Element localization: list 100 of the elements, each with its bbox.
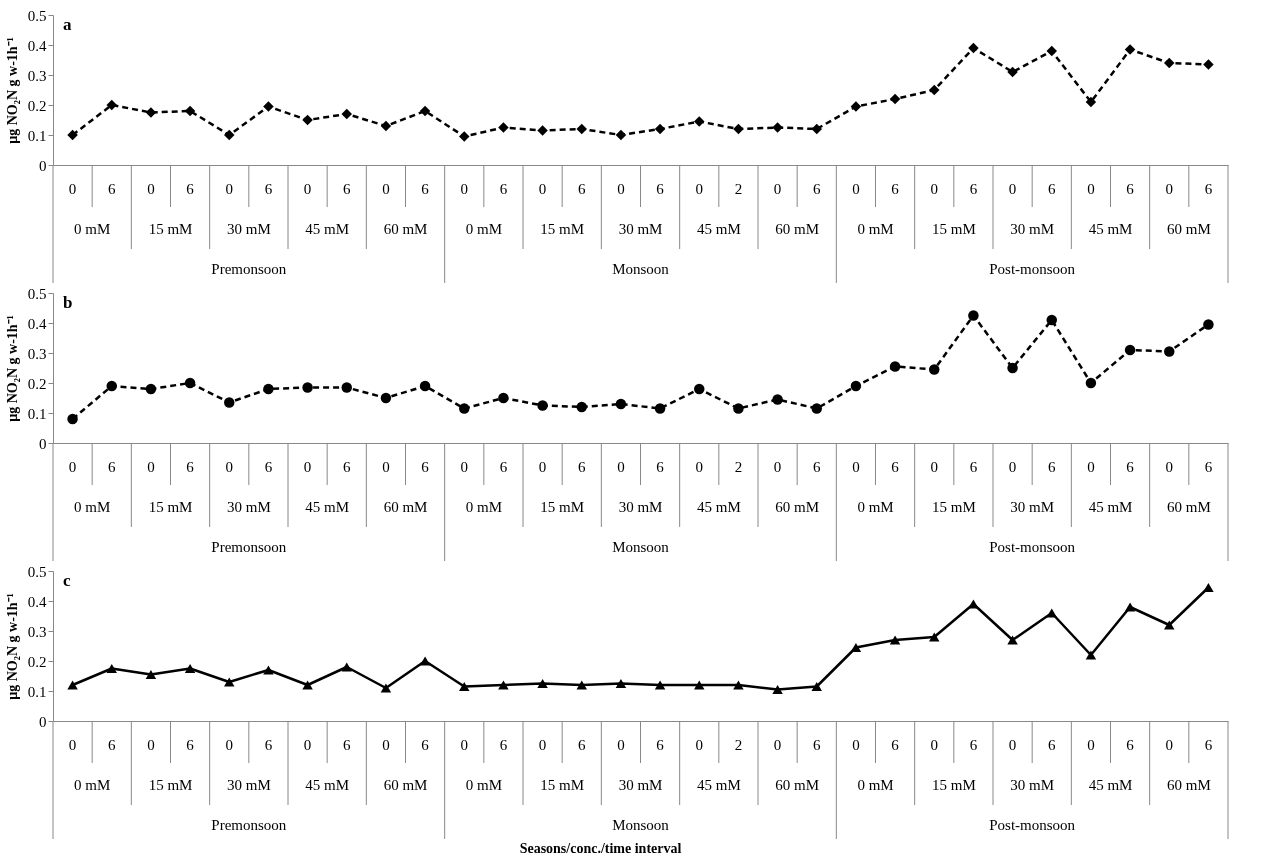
text: 30 mM (618, 221, 663, 237)
point (694, 680, 705, 690)
point (1164, 57, 1175, 69)
x-tick-label: 0 (695, 737, 703, 753)
x-tick-label: 0 (852, 181, 860, 197)
x-tick-label: 6 (813, 181, 821, 197)
point (184, 377, 196, 389)
text: 45 mM (1088, 221, 1133, 237)
text: Post-monsoon (989, 539, 1076, 555)
x-tick-label: 0 (68, 181, 77, 197)
chart-title: c (63, 571, 71, 590)
y-tick-label: 0.2 (27, 97, 47, 114)
x-tick-label: 0 (773, 737, 782, 753)
text: 15 mM (540, 777, 585, 793)
point (929, 84, 940, 96)
text: 0 mM (465, 499, 502, 515)
point (1124, 44, 1136, 55)
point (1085, 377, 1097, 389)
x-tick-label: 0 (930, 737, 938, 753)
text: 60 mM (1166, 221, 1211, 237)
x-tick-label: 0 (1165, 181, 1173, 197)
text: 60 mM (1166, 777, 1211, 793)
y-axis-title: µg NO₂N g w-1h⁻¹ (4, 593, 20, 700)
text: 30 mM (226, 499, 271, 515)
text: 15 mM (148, 499, 193, 515)
text: 0 mM (465, 221, 502, 237)
text: 60 mM (775, 221, 820, 237)
point (1124, 344, 1136, 356)
x-tick-label: 0 (303, 737, 312, 753)
x-tick-label: 0 (617, 181, 625, 197)
point (968, 599, 979, 609)
point (811, 403, 822, 414)
point (380, 392, 392, 404)
text: Post-monsoon (989, 817, 1076, 833)
point (889, 635, 901, 645)
text: 0 mM (465, 777, 502, 793)
x-axis-title: Seasons/conc./time interval (519, 841, 682, 856)
text: Post-monsoon (989, 261, 1076, 277)
point (498, 122, 509, 133)
x-tick-label: 6 (264, 737, 273, 753)
point (145, 669, 157, 680)
point (1085, 650, 1097, 660)
text: 45 mM (305, 221, 350, 237)
point (968, 42, 979, 54)
x-tick-label: 0 (1008, 181, 1017, 197)
x-tick-label: 6 (891, 737, 900, 753)
text: 60 mM (775, 499, 820, 515)
x-tick-label: 0 (147, 459, 155, 475)
x-tick-label: 6 (108, 737, 116, 753)
point (302, 114, 313, 126)
point (654, 123, 666, 135)
point (615, 398, 627, 410)
text: 60 mM (1166, 499, 1211, 515)
point (811, 123, 822, 135)
point (224, 397, 235, 408)
x-tick-label: 6 (813, 737, 821, 753)
y-tick-label: 0.5 (27, 563, 47, 580)
point (1046, 45, 1057, 57)
point (263, 383, 274, 395)
point (694, 116, 705, 127)
x-tick-label: 0 (538, 737, 547, 753)
point (67, 680, 78, 690)
x-tick-label: 6 (969, 459, 978, 475)
point (380, 683, 392, 693)
point (106, 380, 117, 392)
point (694, 383, 705, 395)
x-tick-label: 6 (891, 459, 900, 475)
x-tick-label: 0 (225, 181, 233, 197)
point (302, 382, 313, 393)
y-tick-label: 0.1 (27, 127, 47, 144)
text: 30 mM (226, 221, 271, 237)
x-tick-label: 6 (1126, 737, 1135, 753)
y-tick-label: 0 (39, 435, 47, 452)
x-tick-label: 6 (1204, 181, 1213, 197)
point (929, 632, 940, 642)
point (380, 120, 392, 132)
x-tick-label: 6 (813, 459, 821, 475)
x-tick-label: 0 (382, 181, 390, 197)
y-tick-label: 0.3 (27, 623, 47, 640)
point (654, 403, 666, 414)
x-tick-label: 0 (225, 737, 233, 753)
text: 0 mM (857, 777, 894, 793)
point (1007, 635, 1018, 645)
x-tick-label: 0 (1165, 459, 1173, 475)
point (106, 99, 117, 111)
point (341, 662, 352, 672)
x-tick-label: 6 (421, 181, 430, 197)
point (733, 680, 744, 690)
text: 0 mM (857, 221, 894, 237)
x-tick-label: 6 (1204, 737, 1213, 753)
text: 0 mM (74, 777, 111, 793)
point (811, 681, 822, 692)
point (106, 663, 117, 674)
x-tick-label: 6 (656, 737, 665, 753)
text: 30 mM (1010, 777, 1055, 793)
x-tick-label: 0 (1087, 459, 1095, 475)
point (263, 665, 274, 675)
x-tick-label: 0 (852, 737, 860, 753)
point (968, 310, 979, 321)
point (889, 93, 901, 105)
